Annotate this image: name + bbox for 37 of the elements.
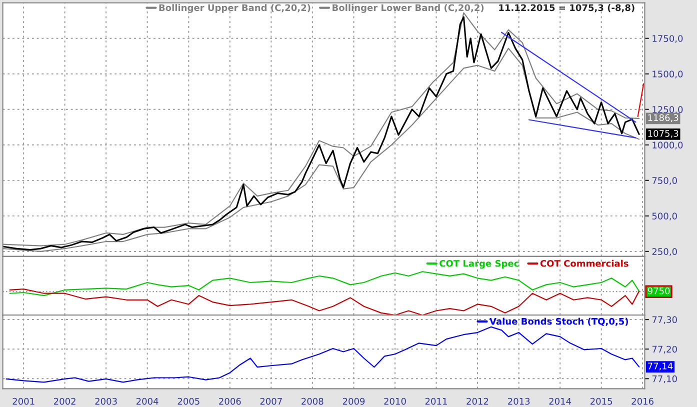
x-tick-label: 2011 — [425, 398, 447, 405]
data-label: 1075,3 — [648, 130, 678, 138]
x-tick-label: 2013 — [508, 398, 530, 405]
line-series — [6, 326, 640, 383]
x-tick-label: 2010 — [384, 398, 406, 405]
x-tick-label: 2003 — [95, 398, 117, 405]
legend-label: Bollinger Lower Band (C,20,2) — [332, 4, 484, 13]
x-tick-label: 2005 — [178, 398, 200, 405]
legend-label: Value Bonds Stoch (TQ,0,5) — [490, 318, 628, 326]
y-tick-label: 1500,0 — [652, 70, 683, 78]
x-tick-label: 2016 — [632, 398, 654, 405]
data-label: 1186,3 — [648, 114, 678, 122]
legend-label: Bollinger Upper Band (C,20,2) — [159, 4, 310, 13]
y-tick-label: 250,0 — [652, 248, 677, 256]
x-tick-label: 2006 — [219, 398, 241, 405]
y-tick-label: 750,0 — [652, 177, 677, 185]
x-tick-label: 2008 — [302, 398, 324, 405]
x-tick-label: 2015 — [590, 398, 612, 405]
x-tick-label: 2012 — [466, 398, 488, 405]
y-tick-label: 77,30 — [652, 316, 677, 324]
legend-label: COT Large Spec — [440, 260, 519, 269]
x-tick-label: 2014 — [549, 398, 572, 405]
y-tick-label: 500,0 — [652, 212, 677, 220]
data-label: 77,14 — [648, 362, 673, 370]
y-tick-label: 77,20 — [652, 346, 677, 354]
annotation: 9750 — [648, 287, 670, 294]
annotation: 11.12.2015 = 1075,3 (-8,8) — [499, 4, 634, 12]
legend-label: COT Commercials — [540, 260, 628, 267]
x-tick-label: 2004 — [136, 398, 158, 405]
y-tick-label: 1250,0 — [652, 106, 683, 114]
y-tick-label: 1000,0 — [652, 142, 683, 150]
x-tick-label: 2001 — [12, 398, 34, 405]
y-tick-label: 77,10 — [652, 375, 677, 384]
y-tick-label: 1750,0 — [652, 35, 683, 43]
x-tick-label: 2002 — [54, 398, 76, 405]
x-tick-label: 2009 — [342, 398, 365, 405]
x-tick-label: 2007 — [260, 398, 282, 405]
